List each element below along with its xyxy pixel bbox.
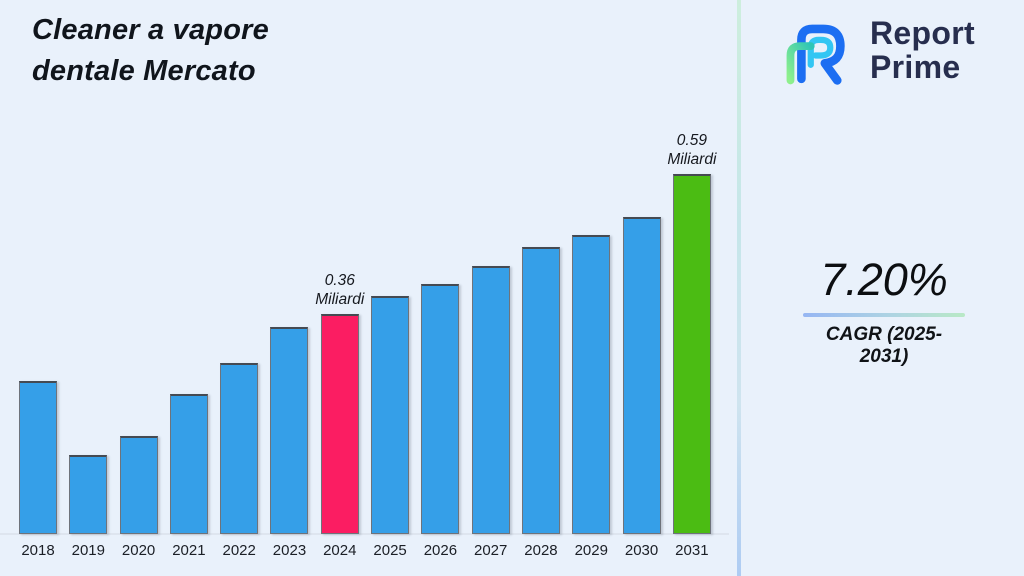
bar-slot-2023 [270,327,309,534]
cagr-panel: 7.20% CAGR (2025-2031) [802,254,966,368]
logo-text-line1: Report [870,15,975,51]
bar-slot-2029 [572,235,611,534]
bar-2029 [572,235,611,534]
bar-2019 [69,455,108,534]
page-title-line2: dentale Mercato [32,55,256,87]
bar-2026 [421,284,460,534]
x-axis-label-2027: 2027 [473,542,508,559]
bar-annotation-2031: 0.59 Miliardi [667,132,717,168]
cagr-value: 7.20% [820,254,948,305]
bar-2027 [471,266,510,534]
bar-slot-2028 [521,247,560,534]
vertical-divider [737,0,741,576]
x-axis-label-2028: 2028 [524,542,558,559]
cagr-underline [803,313,965,317]
bar-2024 [320,314,359,534]
x-axis-label-2029: 2029 [574,542,608,559]
bar-2020 [119,436,158,534]
bar-slot-2025 [371,296,410,534]
x-axis-label-2019: 2019 [71,542,105,559]
x-axis-label-2026: 2026 [423,542,458,559]
bar-2018 [19,381,57,534]
x-axis-label-2022: 2022 [222,542,256,559]
bar-2028 [521,247,560,534]
cagr-label: CAGR (2025-2031) [825,324,943,367]
bar-2021 [169,394,208,534]
x-axis-label-2021: 2021 [172,542,206,559]
x-axis-label-2018: 2018 [21,542,55,559]
bar-slot-2027 [471,266,510,534]
x-axis-line [0,533,729,535]
x-axis-labels: 2018 2019 2020 2021 2022 2023 2024 2025 2026 2027… [19,542,711,559]
bar-slot-2021 [169,394,208,534]
bar-slot-2024: 0.36 Miliardi [315,272,364,534]
bar-2023 [270,327,309,534]
page-title-line1: Cleaner a vapore [32,14,269,46]
bar-slot-2019 [69,455,108,534]
bar-2022 [220,363,259,534]
bar-slot-2022 [220,363,259,534]
bar-slot-2026 [421,284,460,534]
bar-2025 [371,296,410,534]
bar-slot-2030 [622,217,661,534]
bar-slot-2018 [19,381,57,534]
bar-annotation-2024: 0.36 Miliardi [315,272,365,308]
x-axis-label-2020: 2020 [121,542,156,559]
bar-slot-2020 [119,436,158,534]
bar-2030 [622,217,661,534]
logo-text-line2: Prime [870,49,961,85]
report-prime-logo: Report Prime [778,10,975,90]
page-title: Cleaner a vapore dentale Mercato [32,10,269,92]
x-axis-label-2023: 2023 [272,542,307,559]
x-axis-label-2024: 2024 [323,542,357,559]
x-axis-label-2030: 2030 [624,542,659,559]
bar-2031 [672,174,711,534]
report-prime-logo-icon [786,24,845,85]
logo-text: Report Prime [870,16,975,84]
bar-chart: 0.36 Miliardi 0.59 Miliardi [19,132,716,534]
bar-slot-2031: 0.59 Miliardi [667,132,716,534]
x-axis-label-2025: 2025 [373,542,407,559]
x-axis-label-2031: 2031 [675,542,709,559]
